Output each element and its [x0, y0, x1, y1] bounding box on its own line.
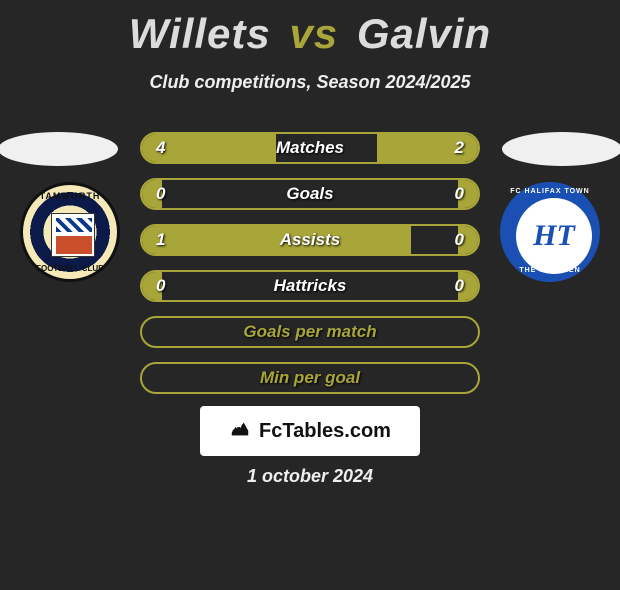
stat-row: Min per goal: [140, 362, 480, 394]
stat-row: 0 0 Hattricks: [140, 270, 480, 302]
date-label: 1 october 2024: [0, 466, 620, 487]
stat-label: Hattricks: [274, 276, 347, 296]
site-name: FcTables.com: [259, 420, 391, 443]
stat-value-right: 2: [455, 138, 464, 158]
stat-label: Goals per match: [243, 322, 376, 342]
stat-value-right: 0: [455, 184, 464, 204]
stat-label: Goals: [286, 184, 333, 204]
stat-row: 0 0 Goals: [140, 178, 480, 210]
club-left-sub: FOOTBALL CLUB: [23, 264, 117, 273]
stat-label: Min per goal: [260, 368, 360, 388]
stat-value-right: 0: [455, 230, 464, 250]
club-right-name: FC HALIFAX TOWN: [504, 188, 596, 195]
stat-value-left: 4: [156, 138, 165, 158]
stat-row: 4 2 Matches: [140, 132, 480, 164]
club-left-name: TAMWORTH: [23, 191, 117, 201]
stats-container: 4 2 Matches 0 0 Goals 1 0 Assists 0 0 Hattricks Goal…: [140, 132, 480, 408]
stat-value-left: 0: [156, 276, 165, 296]
club-right-monogram: HT: [533, 219, 575, 253]
stat-label: Assists: [280, 230, 340, 250]
club-badge-left: TAMWORTH FOOTBALL CLUB: [20, 182, 120, 282]
club-oval-right: [502, 132, 620, 166]
club-right-sub: THE SHAYMEN: [504, 267, 596, 274]
chart-icon: [229, 417, 251, 445]
comparison-title: Willets vs Galvin: [0, 10, 620, 58]
stat-row: 1 0 Assists: [140, 224, 480, 256]
subtitle: Club competitions, Season 2024/2025: [0, 72, 620, 93]
stat-value-left: 0: [156, 184, 165, 204]
stat-bar-left: [142, 226, 411, 254]
club-badge-right: FC HALIFAX TOWN HT THE SHAYMEN: [500, 182, 600, 282]
stat-value-left: 1: [156, 230, 165, 250]
vs-label: vs: [289, 10, 338, 57]
player1-name: Willets: [129, 10, 271, 57]
stat-row: Goals per match: [140, 316, 480, 348]
stat-value-right: 0: [455, 276, 464, 296]
club-oval-left: [0, 132, 118, 166]
player2-name: Galvin: [357, 10, 491, 57]
stat-label: Matches: [276, 138, 344, 158]
club-right-inner: HT: [516, 198, 592, 274]
club-left-shield: [51, 213, 95, 257]
site-badge: FcTables.com: [200, 406, 420, 456]
